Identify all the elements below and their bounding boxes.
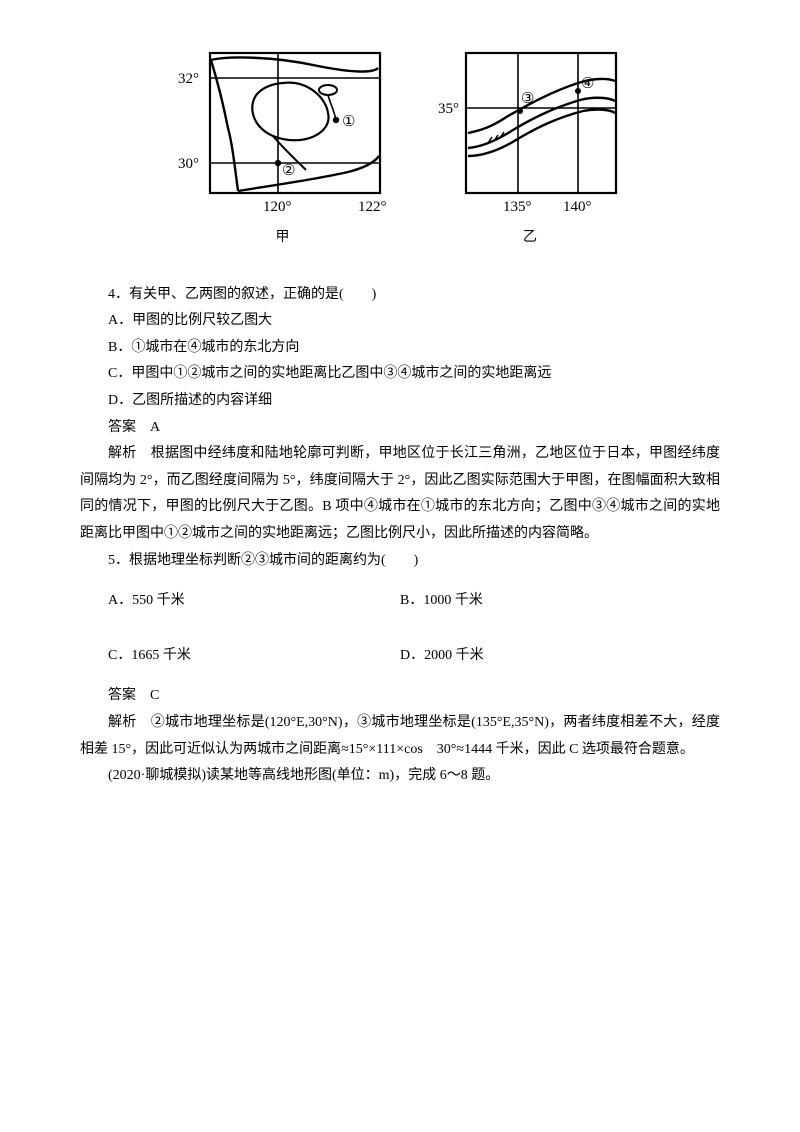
- q4-stem: 4．有关甲、乙两图的叙述，正确的是( ): [80, 282, 720, 309]
- map-yi-svg: 35° 135° 140° ③ ④: [438, 48, 623, 223]
- q4-A: A．甲图的比例尺较乙图大: [80, 308, 720, 335]
- q4-D: D．乙图所描述的内容详细: [80, 388, 720, 415]
- map-jia: 32° 30° 120° 122° ① ②: [178, 48, 388, 252]
- lat-32: 32°: [178, 71, 199, 87]
- q5-C: C．1665 千米: [80, 643, 400, 670]
- maps-row: 32° 30° 120° 122° ① ②: [80, 48, 720, 252]
- marker-4: ④: [581, 76, 594, 92]
- lon-120: 120°: [263, 199, 292, 215]
- lon-140: 140°: [563, 199, 592, 215]
- q5-D: D．2000 千米: [400, 643, 720, 670]
- q4-C: C．甲图中①②城市之间的实地距离比乙图中③④城市之间的实地距离远: [80, 361, 720, 388]
- marker-2: ②: [282, 163, 295, 179]
- marker-1: ①: [342, 114, 355, 130]
- q5-row-AB: A．550 千米 B．1000 千米: [80, 574, 720, 629]
- q5-B: B．1000 千米: [400, 588, 720, 615]
- lon-135: 135°: [503, 199, 532, 215]
- q5-exp: 解析 ②城市地理坐标是(120°E,30°N)，③城市地理坐标是(135°E,3…: [80, 710, 720, 763]
- lat-30: 30°: [178, 156, 199, 172]
- q4-B: B．①城市在④城市的东北方向: [80, 335, 720, 362]
- lat-35: 35°: [438, 101, 459, 117]
- marker-3: ③: [521, 91, 534, 107]
- q5-stem: 5．根据地理坐标判断②③城市间的距离约为( ): [80, 548, 720, 575]
- map-yi-caption: 乙: [523, 225, 537, 252]
- q5-A: A．550 千米: [80, 588, 400, 615]
- q5-ans: 答案 C: [80, 683, 720, 710]
- trailer: (2020·聊城模拟)读某地等高线地形图(单位：m)，完成 6～8 题。: [80, 763, 720, 790]
- q4-ans: 答案 A: [80, 415, 720, 442]
- q4-exp: 解析 根据图中经纬度和陆地轮廓可判断，甲地区位于长江三角洲，乙地区位于日本，甲图…: [80, 441, 720, 547]
- q5-row-CD: C．1665 千米 D．2000 千米: [80, 629, 720, 684]
- map-jia-caption: 甲: [276, 225, 290, 252]
- map-yi: 35° 135° 140° ③ ④ 乙: [438, 48, 623, 252]
- lon-122: 122°: [358, 199, 387, 215]
- map-jia-svg: 32° 30° 120° 122° ① ②: [178, 48, 388, 223]
